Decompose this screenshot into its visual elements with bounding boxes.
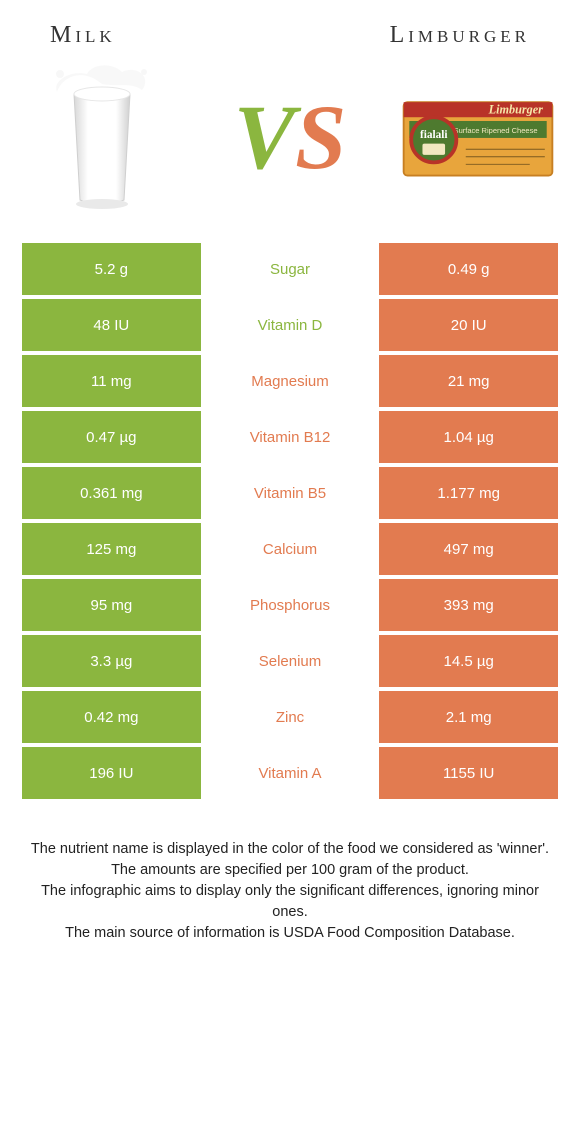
milk-image: [22, 57, 182, 217]
vs-v: V: [234, 86, 295, 188]
vs-label: VS: [234, 91, 347, 183]
nutrient-label: Calcium: [201, 523, 380, 575]
value-right: 1.177 mg: [379, 467, 558, 519]
footnote-line: The infographic aims to display only the…: [30, 881, 550, 923]
nutrient-label: Zinc: [201, 691, 380, 743]
footnote: The nutrient name is displayed in the co…: [0, 803, 580, 944]
table-row: 125 mgCalcium497 mg: [22, 523, 558, 575]
table-row: 95 mgPhosphorus393 mg: [22, 579, 558, 631]
footnote-line: The main source of information is USDA F…: [30, 923, 550, 944]
nutrient-label: Sugar: [201, 243, 380, 295]
cheese-label: Limburger: [488, 102, 544, 116]
value-right: 21 mg: [379, 355, 558, 407]
value-left: 11 mg: [22, 355, 201, 407]
table-row: 0.47 µgVitamin B121.04 µg: [22, 411, 558, 463]
value-right: 2.1 mg: [379, 691, 558, 743]
value-left: 0.361 mg: [22, 467, 201, 519]
limburger-image: Limburger Semi-Soft Surface Ripened Chee…: [398, 57, 558, 217]
value-right: 393 mg: [379, 579, 558, 631]
value-left: 48 IU: [22, 299, 201, 351]
title-left: Milk: [50, 22, 116, 49]
table-row: 0.42 mgZinc2.1 mg: [22, 691, 558, 743]
value-right: 1155 IU: [379, 747, 558, 799]
footnote-line: The amounts are specified per 100 gram o…: [30, 860, 550, 881]
value-left: 0.42 mg: [22, 691, 201, 743]
value-right: 1.04 µg: [379, 411, 558, 463]
table-row: 3.3 µgSelenium14.5 µg: [22, 635, 558, 687]
value-right: 20 IU: [379, 299, 558, 351]
nutrient-label: Vitamin B12: [201, 411, 380, 463]
hero-row: VS Limburger Semi-Soft Surface Ripened C…: [0, 57, 580, 243]
table-row: 196 IUVitamin A1155 IU: [22, 747, 558, 799]
value-left: 3.3 µg: [22, 635, 201, 687]
nutrient-label: Magnesium: [201, 355, 380, 407]
cheese-brand: fialali: [420, 129, 448, 141]
comparison-table: 5.2 gSugar0.49 g48 IUVitamin D20 IU11 mg…: [0, 243, 580, 799]
value-left: 125 mg: [22, 523, 201, 575]
table-row: 0.361 mgVitamin B51.177 mg: [22, 467, 558, 519]
vs-s: S: [295, 86, 346, 188]
nutrient-label: Phosphorus: [201, 579, 380, 631]
value-left: 5.2 g: [22, 243, 201, 295]
nutrient-label: Vitamin A: [201, 747, 380, 799]
nutrient-label: Selenium: [201, 635, 380, 687]
value-right: 497 mg: [379, 523, 558, 575]
value-left: 196 IU: [22, 747, 201, 799]
value-right: 0.49 g: [379, 243, 558, 295]
footnote-line: The nutrient name is displayed in the co…: [30, 839, 550, 860]
nutrient-label: Vitamin B5: [201, 467, 380, 519]
title-right: Limburger: [390, 22, 530, 49]
table-row: 48 IUVitamin D20 IU: [22, 299, 558, 351]
table-row: 11 mgMagnesium21 mg: [22, 355, 558, 407]
value-left: 95 mg: [22, 579, 201, 631]
value-right: 14.5 µg: [379, 635, 558, 687]
table-row: 5.2 gSugar0.49 g: [22, 243, 558, 295]
value-left: 0.47 µg: [22, 411, 201, 463]
nutrient-label: Vitamin D: [201, 299, 380, 351]
